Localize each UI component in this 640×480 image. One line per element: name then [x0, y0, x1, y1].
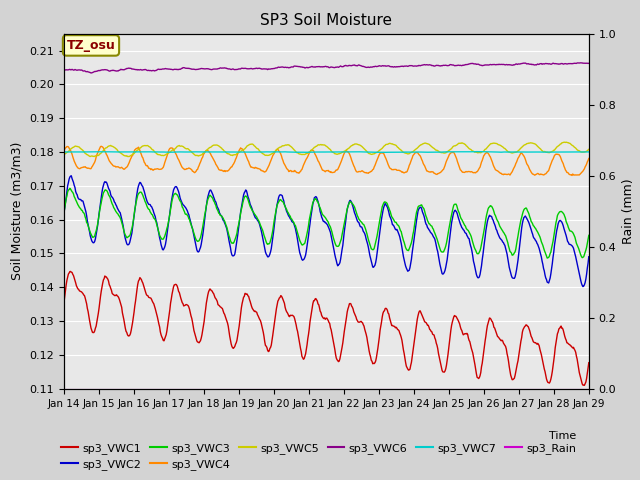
sp3_VWC3 [585, 232, 593, 238]
sp3_VWC7 [60, 149, 68, 155]
Line: sp3_VWC1: sp3_VWC1 [64, 271, 589, 385]
sp3_VWC6 [205, 66, 213, 72]
sp3_VWC6 [60, 67, 68, 73]
sp3_VWC4 [70, 156, 77, 162]
sp3_VWC3 [543, 255, 551, 261]
sp3_VWC3 [178, 201, 186, 207]
sp3_VWC7 [585, 149, 593, 155]
sp3_VWC6 [406, 63, 414, 69]
Y-axis label: Rain (mm): Rain (mm) [622, 179, 635, 244]
sp3_VWC3 [70, 194, 78, 200]
Line: sp3_VWC2: sp3_VWC2 [64, 176, 589, 287]
sp3_VWC2 [60, 210, 68, 216]
sp3_VWC4 [568, 172, 576, 178]
sp3_VWC2 [70, 182, 78, 188]
sp3_VWC7 [205, 149, 212, 155]
sp3_VWC1 [60, 300, 68, 305]
sp3_VWC3 [124, 234, 132, 240]
sp3_VWC7 [382, 149, 390, 155]
sp3_VWC3 [391, 219, 399, 225]
Y-axis label: Soil Moisture (m3/m3): Soil Moisture (m3/m3) [11, 142, 24, 280]
Line: sp3_VWC3: sp3_VWC3 [64, 188, 589, 258]
sp3_VWC2 [406, 264, 414, 270]
sp3_VWC1 [70, 275, 78, 281]
Text: Time: Time [548, 431, 576, 441]
sp3_VWC4 [97, 144, 105, 149]
sp3_VWC6 [87, 70, 95, 76]
sp3_VWC6 [578, 60, 586, 66]
sp3_Rain [205, 386, 212, 392]
sp3_VWC3 [60, 210, 68, 216]
sp3_Rain [177, 386, 184, 392]
sp3_VWC4 [124, 162, 132, 168]
sp3_VWC4 [585, 156, 593, 161]
sp3_Rain [124, 386, 131, 392]
sp3_VWC6 [70, 67, 77, 73]
sp3_VWC2 [205, 189, 213, 195]
sp3_Rain [585, 386, 593, 392]
sp3_VWC5 [70, 144, 77, 150]
sp3_VWC7 [406, 149, 414, 155]
sp3_VWC6 [178, 66, 186, 72]
Legend: sp3_VWC1, sp3_VWC2, sp3_VWC3, sp3_VWC4, sp3_VWC5, sp3_VWC6, sp3_VWC7, sp3_Rain: sp3_VWC1, sp3_VWC2, sp3_VWC3, sp3_VWC4, … [57, 438, 581, 474]
sp3_VWC5 [60, 152, 68, 157]
sp3_VWC1 [178, 298, 186, 303]
sp3_VWC2 [178, 199, 186, 204]
sp3_VWC6 [391, 64, 399, 70]
sp3_VWC4 [178, 163, 186, 169]
sp3_Rain [390, 386, 397, 392]
sp3_VWC2 [391, 225, 399, 230]
sp3_VWC7 [70, 149, 77, 155]
sp3_VWC5 [205, 145, 213, 151]
sp3_VWC2 [124, 242, 132, 248]
Line: sp3_VWC4: sp3_VWC4 [64, 146, 589, 175]
sp3_VWC5 [124, 154, 132, 159]
sp3_VWC5 [391, 142, 399, 148]
Line: sp3_VWC6: sp3_VWC6 [64, 63, 589, 73]
sp3_VWC7 [124, 149, 131, 155]
sp3_VWC5 [561, 139, 568, 145]
sp3_Rain [405, 386, 413, 392]
sp3_VWC2 [585, 254, 593, 260]
sp3_VWC1 [391, 324, 399, 329]
sp3_VWC6 [585, 60, 593, 66]
sp3_VWC1 [67, 268, 74, 274]
sp3_VWC5 [86, 154, 94, 159]
sp3_VWC1 [585, 360, 593, 366]
sp3_VWC5 [585, 146, 593, 152]
sp3_VWC2 [579, 284, 587, 289]
sp3_VWC6 [124, 65, 132, 71]
sp3_VWC1 [580, 383, 588, 388]
sp3_Rain [60, 386, 68, 392]
sp3_VWC4 [205, 149, 213, 155]
sp3_VWC1 [406, 366, 414, 372]
sp3_VWC7 [391, 149, 399, 155]
sp3_VWC7 [177, 149, 184, 155]
Text: TZ_osu: TZ_osu [67, 39, 115, 52]
Line: sp3_VWC5: sp3_VWC5 [64, 142, 589, 156]
sp3_VWC1 [205, 288, 213, 293]
sp3_VWC4 [60, 147, 68, 153]
sp3_VWC5 [178, 143, 186, 149]
sp3_VWC3 [205, 193, 213, 199]
sp3_VWC4 [406, 161, 414, 167]
sp3_VWC4 [391, 167, 399, 172]
sp3_VWC3 [66, 185, 74, 191]
sp3_VWC1 [124, 333, 132, 339]
sp3_VWC5 [406, 150, 414, 156]
sp3_Rain [70, 386, 77, 392]
sp3_VWC2 [67, 173, 75, 179]
sp3_VWC7 [475, 149, 483, 155]
sp3_VWC3 [406, 244, 414, 250]
Title: SP3 Soil Moisture: SP3 Soil Moisture [260, 13, 392, 28]
